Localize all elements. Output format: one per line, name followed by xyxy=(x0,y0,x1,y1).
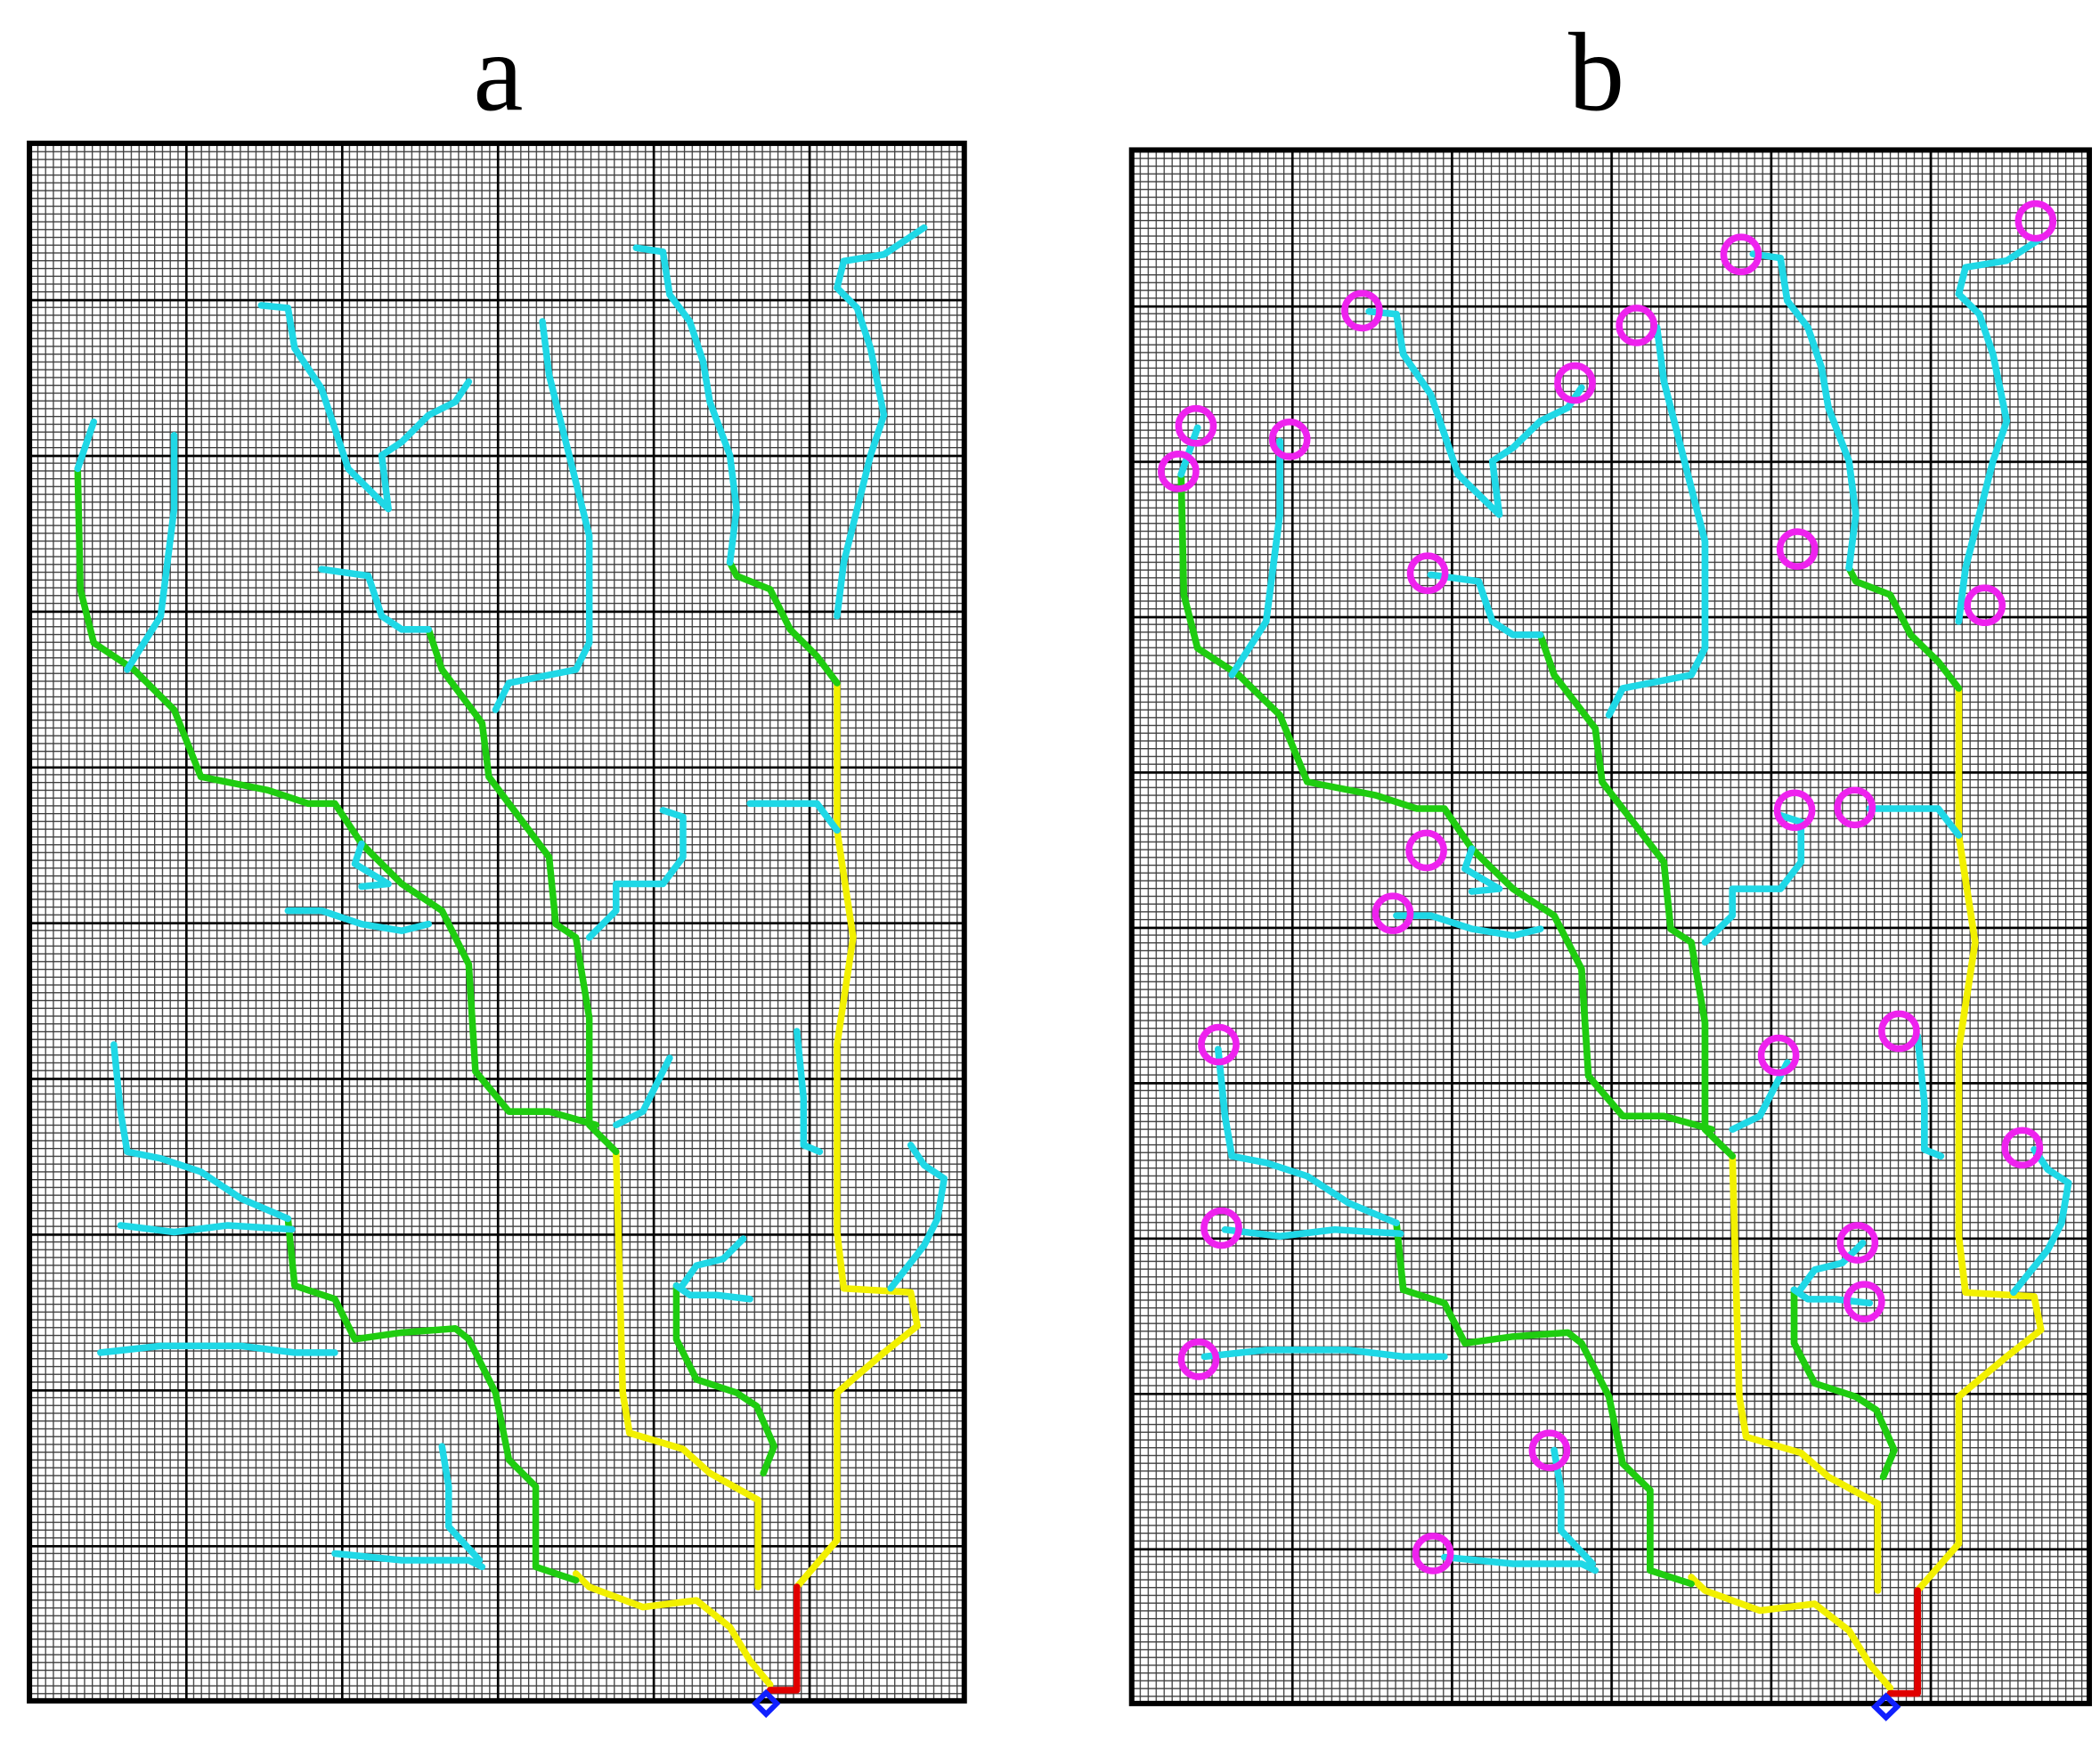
endpoint-markers xyxy=(1158,199,2057,1574)
panel-b xyxy=(1128,147,2092,1717)
endpoint-marker xyxy=(1964,584,2006,627)
endpoint-marker xyxy=(1878,1010,1920,1053)
endpoint-marker xyxy=(1720,233,1762,276)
major-grid xyxy=(1128,147,2092,1706)
endpoint-marker xyxy=(1341,289,1383,332)
major-grid xyxy=(27,140,967,1704)
endpoint-marker xyxy=(1158,451,1200,492)
endpoint-marker xyxy=(2001,1127,2044,1169)
endpoint-marker xyxy=(1198,1023,1240,1066)
endpoint-marker xyxy=(1554,362,1596,404)
endpoint-marker xyxy=(1616,305,1657,346)
endpoint-marker xyxy=(1406,552,1449,594)
endpoint-marker xyxy=(1836,1222,1879,1264)
endpoint-marker xyxy=(1405,829,1447,872)
endpoint-marker xyxy=(1773,789,1816,832)
panel-a xyxy=(27,140,967,1714)
endpoint-marker xyxy=(1776,528,1819,570)
endpoint-marker xyxy=(2015,199,2057,242)
endpoint-marker xyxy=(1757,1034,1800,1077)
panel-label: b xyxy=(1568,10,1624,134)
endpoint-marker xyxy=(1177,1338,1220,1380)
endpoint-marker xyxy=(1528,1429,1571,1471)
endpoint-marker xyxy=(1844,1281,1885,1323)
endpoint-marker xyxy=(1268,418,1311,460)
endpoint-marker xyxy=(1175,404,1217,447)
endpoint-marker xyxy=(1412,1533,1454,1574)
endpoint-marker xyxy=(1372,892,1414,934)
endpoint-marker xyxy=(1201,1207,1242,1249)
endpoint-marker xyxy=(1834,786,1876,829)
panel-label: a xyxy=(473,10,523,134)
